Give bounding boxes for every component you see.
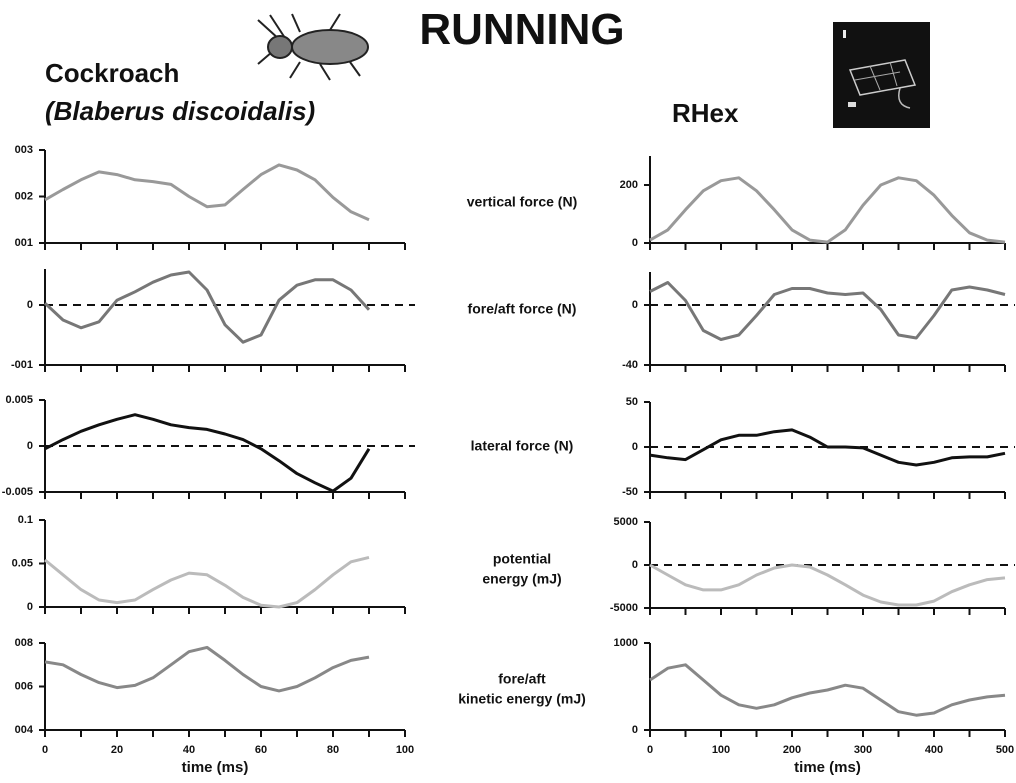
y-tick-label: 0	[27, 299, 33, 311]
cockroach-icon	[258, 14, 368, 80]
row-label: energy (mJ)	[482, 571, 561, 587]
data-line	[45, 557, 369, 607]
row-label: potential	[493, 551, 551, 567]
y-tick-label: 0	[632, 299, 638, 311]
data-line	[45, 165, 369, 220]
right-heading: RHex	[672, 98, 739, 128]
rhex-photo	[833, 22, 930, 128]
y-tick-label: 1000	[614, 637, 638, 649]
x-tick-label: 0	[42, 744, 48, 756]
data-line	[45, 415, 369, 491]
y-tick-label: -001	[11, 359, 33, 371]
y-tick-label: 004	[15, 724, 34, 736]
x-tick-label: 80	[327, 744, 339, 756]
y-tick-label: 5000	[614, 516, 638, 528]
x-tick-label: 40	[183, 744, 195, 756]
y-tick-label: 50	[626, 396, 638, 408]
x-tick-label: 100	[396, 744, 414, 756]
x-tick-label: 300	[854, 744, 872, 756]
y-tick-label: 001	[15, 237, 33, 249]
data-line	[650, 565, 1005, 605]
x-tick-label: 20	[111, 744, 123, 756]
x-tick-label: 200	[783, 744, 801, 756]
y-tick-label: -50	[622, 486, 638, 498]
y-tick-label: 0.05	[12, 557, 33, 569]
y-tick-label: 0	[632, 724, 638, 736]
y-tick-label: 008	[15, 637, 33, 649]
row-label: kinetic energy (mJ)	[458, 691, 586, 707]
figure: RUNNING Cockroach (Blaberus discoidalis)…	[0, 0, 1016, 783]
x-tick-label: 400	[925, 744, 943, 756]
data-line	[45, 272, 369, 342]
y-tick-label: 006	[15, 680, 33, 692]
y-tick-label: 0	[632, 441, 638, 453]
x-tick-label: 0	[647, 744, 653, 756]
figure-title: RUNNING	[419, 5, 624, 54]
x-tick-label: 100	[712, 744, 730, 756]
y-tick-label: 0	[27, 601, 33, 613]
y-tick-label: -5000	[610, 602, 638, 614]
y-tick-label: -0.005	[2, 486, 33, 498]
x-axis-label: time (ms)	[182, 759, 249, 776]
row-label: fore/aft force (N)	[468, 301, 577, 317]
y-tick-label: 0	[632, 237, 638, 249]
y-tick-label: 200	[620, 179, 638, 191]
data-line	[45, 647, 369, 691]
row-label: lateral force (N)	[471, 438, 574, 454]
y-tick-label: 003	[15, 144, 33, 156]
x-axis-label: time (ms)	[794, 759, 861, 776]
y-tick-label: -40	[622, 359, 638, 371]
data-line	[650, 178, 1005, 242]
left-subheading: (Blaberus discoidalis)	[45, 96, 315, 126]
y-tick-label: 0.1	[18, 514, 33, 526]
x-tick-label: 500	[996, 744, 1014, 756]
row-label: vertical force (N)	[467, 194, 577, 210]
data-line	[650, 283, 1005, 340]
y-tick-label: 0	[632, 559, 638, 571]
y-tick-label: 0.005	[5, 394, 33, 406]
y-tick-label: 002	[15, 190, 33, 202]
data-line	[650, 665, 1005, 715]
x-tick-label: 60	[255, 744, 267, 756]
row-label: fore/aft	[498, 671, 546, 687]
left-heading: Cockroach	[45, 58, 179, 88]
y-tick-label: 0	[27, 440, 33, 452]
